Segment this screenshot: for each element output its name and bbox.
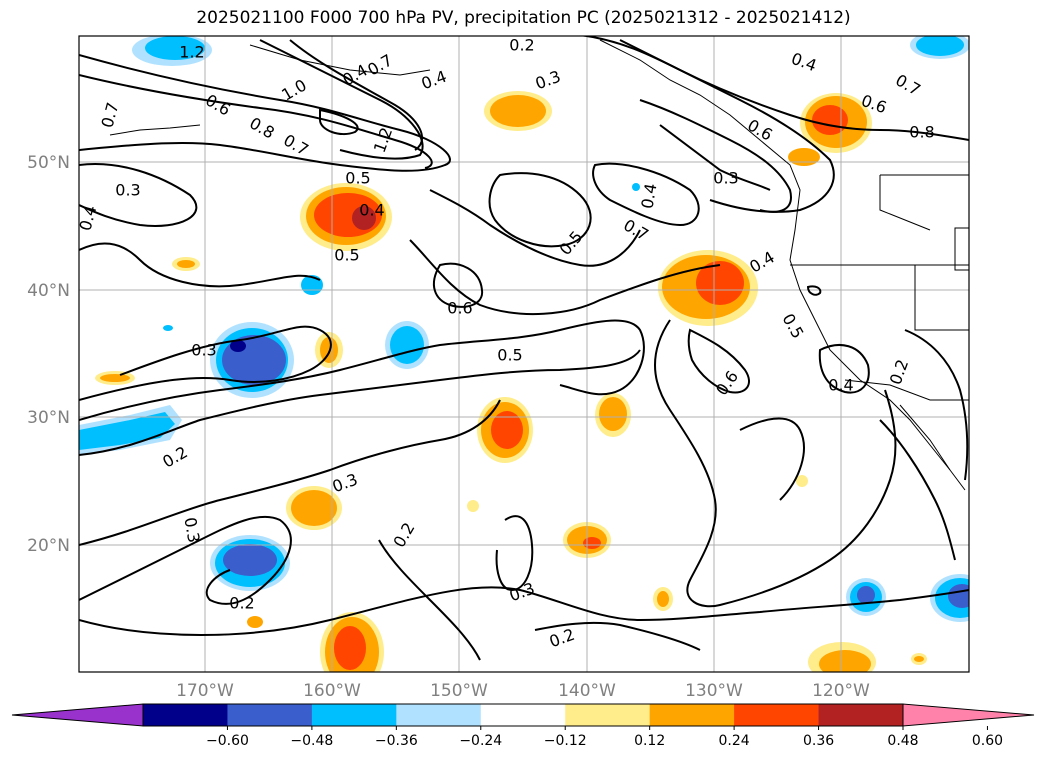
pv-contours: [79, 36, 969, 661]
contour-label: 0.3: [115, 181, 140, 200]
colorbar-tick-label: 0.48: [887, 733, 918, 749]
contour-label: 0.2: [159, 442, 191, 471]
contour-label: 0.5: [334, 246, 359, 265]
latitude-labels: 50°N 40°N 30°N 20°N: [27, 153, 70, 556]
colorbar-swatch: [649, 704, 735, 726]
contour-label: 0.3: [330, 470, 360, 497]
colorbar-swatch: [734, 704, 820, 726]
contour-label: 0.6: [447, 299, 472, 318]
contour-label: 0.7: [620, 215, 652, 244]
contour-label: 0.4: [359, 201, 384, 220]
lat-label-50n: 50°N: [27, 153, 70, 173]
contour-label: 0.5: [778, 310, 807, 342]
colorbar-tick-label: −0.36: [375, 733, 418, 749]
colorbar-swatch: [396, 704, 482, 726]
contour-label: 0.3: [191, 341, 216, 360]
lon-label-140w: 140°W: [558, 681, 616, 701]
contour-label: 0.4: [828, 376, 853, 395]
lat-label-40n: 40°N: [27, 281, 70, 301]
colorbar-swatch: [143, 704, 228, 726]
colorbar-tick-label: −0.12: [544, 733, 587, 749]
contour-label: 0.2: [229, 594, 254, 613]
colorbar-swatch: [818, 704, 904, 726]
negative-anomaly-shading: [79, 36, 969, 622]
contour-label: 0.4: [789, 49, 819, 76]
coastlines: [109, 39, 969, 491]
contour-label: 0.8: [246, 113, 278, 142]
contour-label: 0.2: [509, 36, 534, 55]
colorbar-tick-label: 0.24: [719, 733, 750, 749]
contour-label: 0.5: [497, 346, 522, 365]
longitude-labels: 170°W 160°W 150°W 140°W 130°W 120°W: [176, 681, 870, 701]
colorbar-tick-label: −0.24: [459, 733, 502, 749]
contour-label: 0.6: [202, 90, 234, 119]
contour-label: 0.6: [744, 115, 776, 144]
contour-label: 0.2: [547, 625, 577, 652]
contour-label: 0.8: [909, 123, 934, 142]
colorbar-tick-label: −0.48: [290, 733, 333, 749]
lat-label-20n: 20°N: [27, 536, 70, 556]
colorbar-outline: [142, 703, 904, 727]
contour-label: 0.4: [637, 182, 660, 210]
contour-label: 0.3: [713, 169, 738, 188]
contour-label: 0.3: [533, 67, 563, 94]
colorbar-extend-low: [11, 703, 144, 727]
contour-label: 0.3: [507, 579, 537, 606]
colorbar-swatch: [227, 704, 313, 726]
lon-label-170w: 170°W: [176, 681, 234, 701]
colorbar: −0.60 −0.48 −0.36 −0.24 −0.12 0.12 0.24 0.36 0.4…: [11, 703, 1035, 749]
contour-label: 0.3: [180, 516, 203, 544]
colorbar-swatch: [565, 704, 651, 726]
lon-label-120w: 120°W: [812, 681, 870, 701]
colorbar-swatch: [480, 704, 566, 726]
contour-label: 0.7: [892, 70, 924, 99]
map-frame: [78, 35, 970, 673]
contour-label: 0.2: [886, 357, 913, 387]
map-title: 2025021100 F000 700 hPa PV, precipitatio…: [196, 8, 851, 28]
lon-label-160w: 160°W: [303, 681, 361, 701]
colorbar-tick-label: 0.12: [634, 733, 665, 749]
contour-label: 0.6: [712, 367, 742, 399]
colorbar-extend-high: [902, 703, 1035, 727]
contour-label: 1.2: [179, 43, 204, 62]
contour-label: 0.5: [345, 169, 370, 188]
colorbar-swatch: [311, 704, 397, 726]
lat-label-30n: 30°N: [27, 408, 70, 428]
contour-label: 1.2: [370, 125, 397, 155]
colorbar-tick-label: −0.60: [206, 733, 249, 749]
contour-label: 0.2: [389, 519, 418, 551]
lon-label-150w: 150°W: [430, 681, 488, 701]
colorbar-tick-label: 0.60: [972, 733, 1003, 749]
contour-label: 0.5: [556, 227, 587, 259]
contour-label: 0.7: [98, 100, 123, 130]
colorbar-tick-label: 0.36: [803, 733, 834, 749]
lon-label-130w: 130°W: [685, 681, 743, 701]
